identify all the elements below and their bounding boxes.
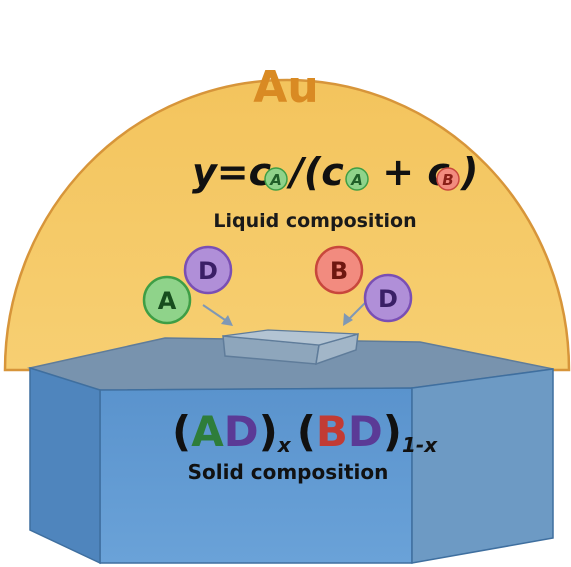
formula-lhs: y= [192,150,249,194]
solid-composition-formula: (AD)x (BD)1-x [172,407,438,457]
formula-sub-b: B [442,171,453,189]
formula-sub-a1: A [269,171,282,189]
svg-text:+ c: + c [369,150,450,194]
formula-sub-a2: A [350,171,363,189]
solid-composition-caption: Solid composition [188,460,389,484]
growth-island-top [222,329,359,346]
formula-sub-b-circle [436,167,460,191]
solid-sub-x: x [277,433,292,457]
crystal-right-face [411,368,554,564]
crystal-left-face [29,366,101,565]
atom-d-left-label: D [198,257,218,285]
atom-d-right-label: D [378,285,398,313]
arrow-right [343,301,367,326]
formula-slash: /( [286,150,322,194]
formula-sub-a1-circle [264,167,288,191]
formula-close: ) [459,150,478,194]
atom-b: B [314,245,364,295]
atom-a: A [142,275,192,325]
atom-b-label: B [330,257,348,285]
liquid-composition-formula: y=c A /(c A + c B ) [192,150,478,194]
solid-d1: D [224,407,259,456]
solid-close2: ) [383,407,402,456]
formula-sub-a2-circle [345,167,369,191]
atom-d-right: D [363,273,413,323]
droplet-element-label: Au [253,62,318,113]
solid-sub-1x: 1-x [402,433,438,457]
svg-text:y=c: y=c [192,150,272,194]
solid-a: A [191,407,224,456]
solid-open2: ( [297,407,316,456]
solid-close1: ) [259,407,278,456]
solid-b: B [316,407,348,456]
formula-c2: c [321,150,344,194]
svg-text:/(c: /(c [286,150,344,194]
formula-plus: + [369,150,427,194]
arrow-left [202,304,233,326]
atom-a-label: A [158,287,177,315]
solid-open1: ( [172,407,191,456]
atom-d-left: D [183,245,233,295]
liquid-composition-caption: Liquid composition [213,210,416,232]
solid-d2: D [348,407,383,456]
